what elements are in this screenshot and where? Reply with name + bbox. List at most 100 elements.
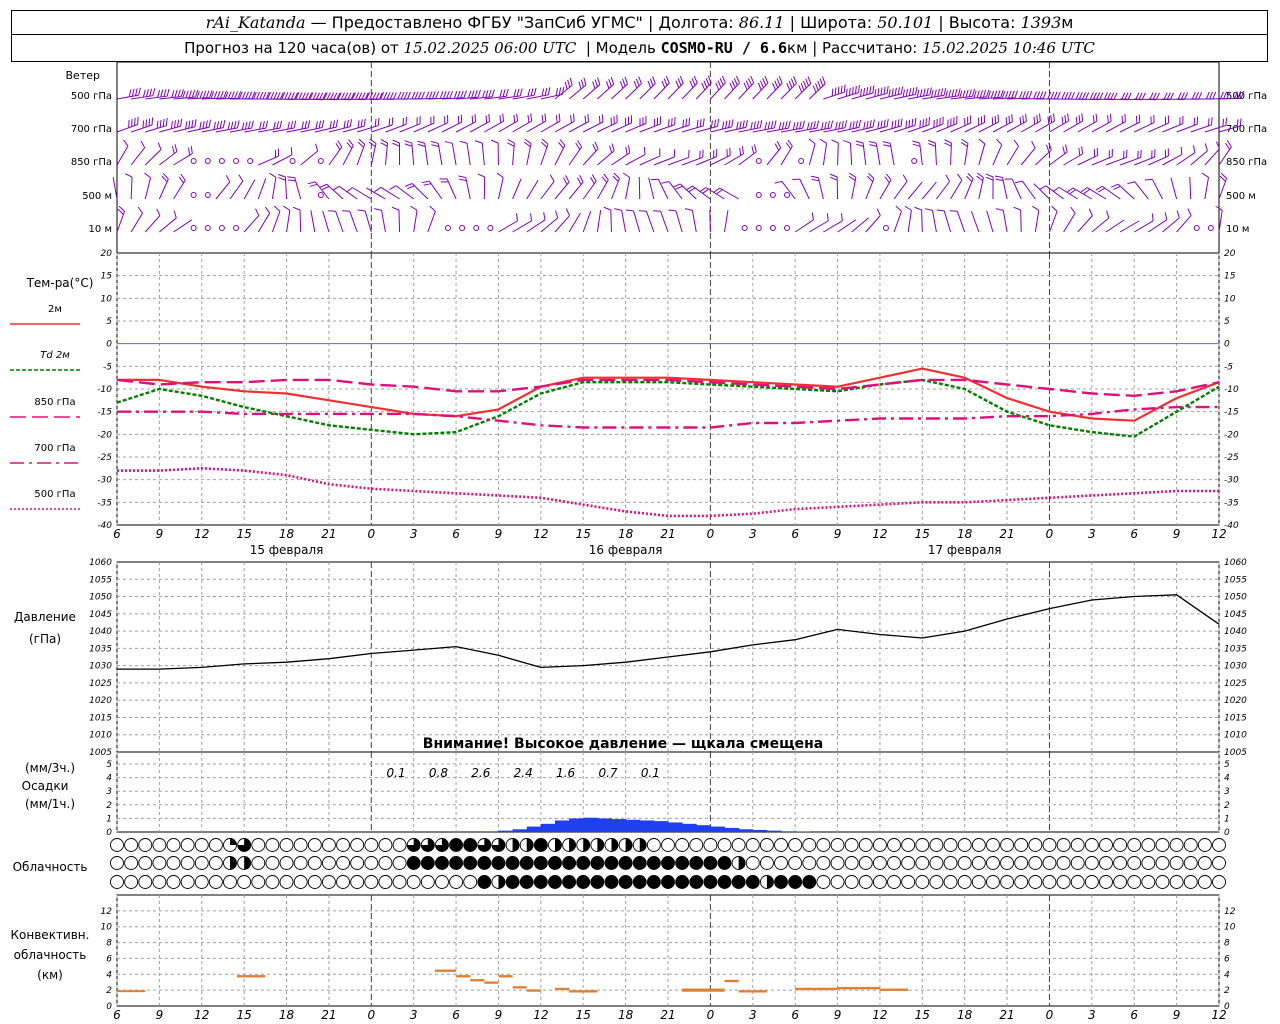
wind-barb [374,208,386,233]
wind-barb-staff [837,92,859,100]
cloud-cell [364,856,379,870]
wind-barb [173,173,186,200]
wind-barb-staff [583,121,604,133]
wind-barb-feather [944,142,952,147]
pressure-ytick-right: 1015 [1224,713,1247,723]
wind-barb-feather [849,172,857,178]
wind-barb-feather [185,90,189,99]
wind-barb-feather [902,89,906,98]
wind-barb-feather [216,121,220,129]
cloud-cell [844,856,859,870]
wind-barb-staff [257,178,267,200]
wind-barb-feather [1198,92,1203,100]
wind-barb-staff [879,93,902,100]
wind-barb-feather [474,90,478,98]
wind-barb-feather [601,176,608,184]
wind-barb-feather [205,120,208,128]
wind-barb-feather [677,78,682,86]
wind-barb-feather [281,92,286,100]
wind-barb-feather [1107,115,1109,124]
wind-barb-feather [826,213,829,221]
precip-bar [668,822,683,832]
cloud-cell-circle [293,875,308,889]
wind-barb-feather [321,185,330,191]
cloud-cell [110,875,124,889]
wind-barb [1091,149,1113,166]
wind-barb [882,141,895,166]
wind-calm-marker [459,225,466,231]
wind-barb-feather [858,84,860,93]
wind-barb-staff [1119,220,1140,233]
cloud-cell-circle [858,875,873,889]
wind-barb [819,138,828,166]
wind-barb [310,210,316,233]
cloud-cell-fill [534,856,548,870]
wind-barb-feather [295,92,300,100]
wind-barb-feather [788,80,793,89]
cloud-cell [802,838,817,852]
wind-barb-staff [1189,176,1192,200]
wind-barb-feather [171,90,175,98]
wind-barb [625,76,642,100]
wind-barb-feather [499,89,503,98]
wind-barb-staff [286,127,309,133]
wind-barb-feather [402,117,404,126]
wind-barb [1033,183,1050,200]
wind-barb-feather [1236,119,1239,127]
wind-barb-feather [943,87,947,96]
cloud-cell [223,838,237,852]
wind-barb-feather [555,115,558,123]
wind-barb-staff [1001,177,1008,200]
wind-barb-feather [1096,147,1099,156]
cloud-cell [307,838,322,852]
bottom-xtick: 12 [533,1008,548,1022]
wind-barb [1176,145,1196,166]
wind-barb-feather [1180,92,1185,100]
wind-barb-staff [112,177,118,200]
wind-barb [1162,92,1189,100]
wind-barb [1048,205,1058,233]
wind-barb-feather [251,91,256,99]
cloud-cell-circle [251,875,266,889]
wind-barb-feather [812,85,817,93]
wind-barb-feather [177,119,180,128]
wind-barb-feather [502,89,506,97]
cloud-cell-circle [392,838,407,852]
wind-barb-staff [582,148,599,166]
cloud-cell-fill [421,838,435,852]
cloud-cell-circle [858,856,873,870]
wind-barb-feather [1154,149,1156,157]
wind-barb-feather [639,118,641,126]
wind-barb [1077,113,1098,133]
wind-barb-feather [610,117,612,126]
wind-barb [441,90,467,100]
cloud-cell [1113,838,1128,852]
wind-barb [455,114,477,133]
temp-ytick-right: -20 [1224,430,1239,440]
wind-barb-feather [1095,113,1098,122]
wind-barb-feather [245,91,250,100]
wind-barb-feather [308,92,313,100]
cloud-cell-fill [619,875,633,889]
wind-barb-feather [1184,92,1189,100]
wind-barb [851,217,869,233]
wind-level-label-left: 700 гПа [71,124,112,135]
wind-barb-feather [1110,92,1115,100]
wind-barb-feather [216,90,221,99]
pressure-ytick-left: 1060 [89,558,112,568]
wind-barb [908,87,932,100]
wind-barb-feather [868,172,875,179]
wind-barb-staff [568,212,581,233]
cloud-cell [872,875,887,889]
cloud-cell [1028,856,1043,870]
wind-barb-feather [699,119,702,127]
wind-barb-feather [238,91,243,100]
cloud-cell-circle [208,856,223,870]
wind-barb [681,75,698,100]
cloud-cell [420,875,435,889]
wind-level-label-left: 10 м [89,224,112,235]
cloud-cell [915,856,930,870]
wind-barb [1127,181,1149,200]
wind-barb-feather [928,117,931,125]
wind-barb-staff [1218,210,1223,233]
